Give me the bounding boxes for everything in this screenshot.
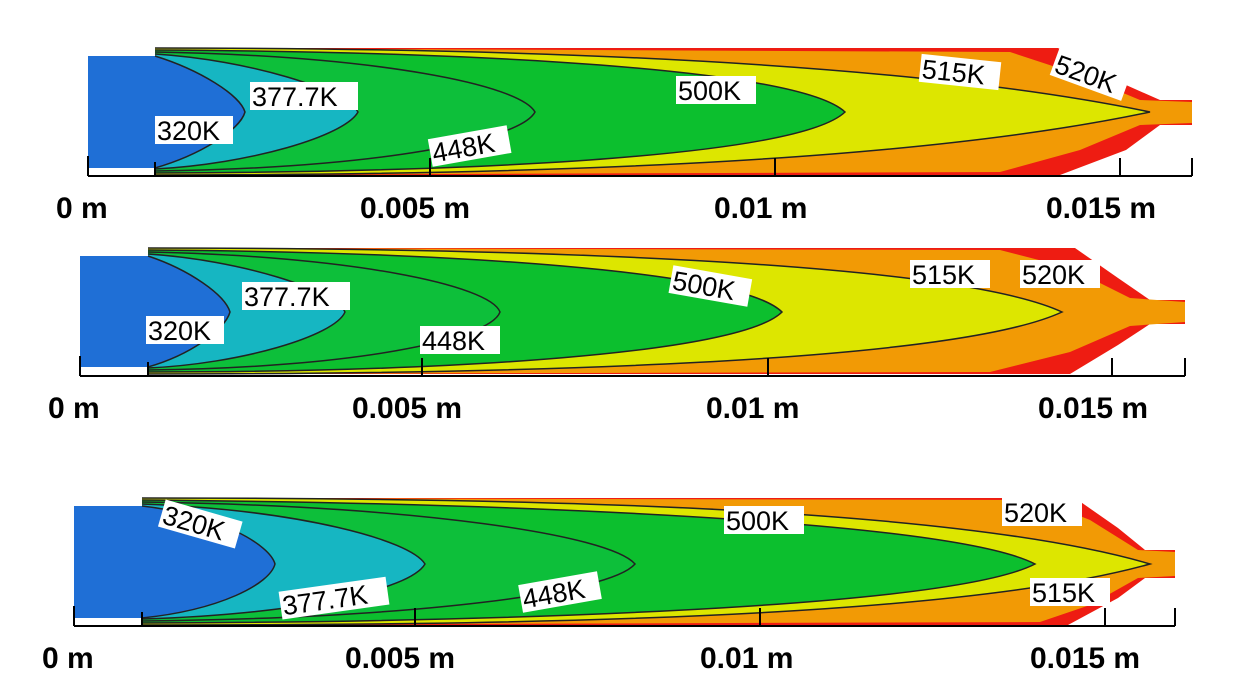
contour-panel-2: 320K 377.7K 448K 500K 515K 520K 0 m 0.00… [48, 248, 1185, 425]
label-520k: 520K [1022, 260, 1085, 290]
contour-panel-1: 320K 377.7K 448K 500K 515K 520K 0 m 0.00… [56, 48, 1192, 225]
tick-label-0: 0 m [48, 392, 100, 425]
tick-label-0-005: 0.005 m [352, 392, 462, 425]
tick-label-0-015: 0.015 m [1046, 192, 1156, 225]
tick-label-0-015: 0.015 m [1038, 392, 1148, 425]
tick-label-0-01: 0.01 m [714, 192, 807, 225]
label-500k: 500K [678, 76, 741, 106]
label-377-7k: 377.7K [252, 82, 338, 112]
contour-panel-3: 320K 377.7K 448K 500K 515K 520K 0 m 0.00… [42, 498, 1175, 675]
tick-label-0-01: 0.01 m [700, 642, 793, 675]
label-320k: 320K [148, 316, 211, 346]
label-520k: 520K [1004, 498, 1067, 528]
tick-label-0: 0 m [56, 192, 108, 225]
label-500k: 500K [726, 506, 789, 536]
tick-label-0-01: 0.01 m [706, 392, 799, 425]
tick-label-0-005: 0.005 m [345, 642, 455, 675]
label-320k: 320K [157, 116, 220, 146]
label-515k: 515K [912, 260, 975, 290]
tick-label-0-015: 0.015 m [1030, 642, 1140, 675]
label-377-7k: 377.7K [244, 282, 330, 312]
label-448k: 448K [422, 326, 485, 356]
label-515k: 515K [1032, 578, 1095, 608]
tick-label-0: 0 m [42, 642, 94, 675]
tick-label-0-005: 0.005 m [360, 192, 470, 225]
